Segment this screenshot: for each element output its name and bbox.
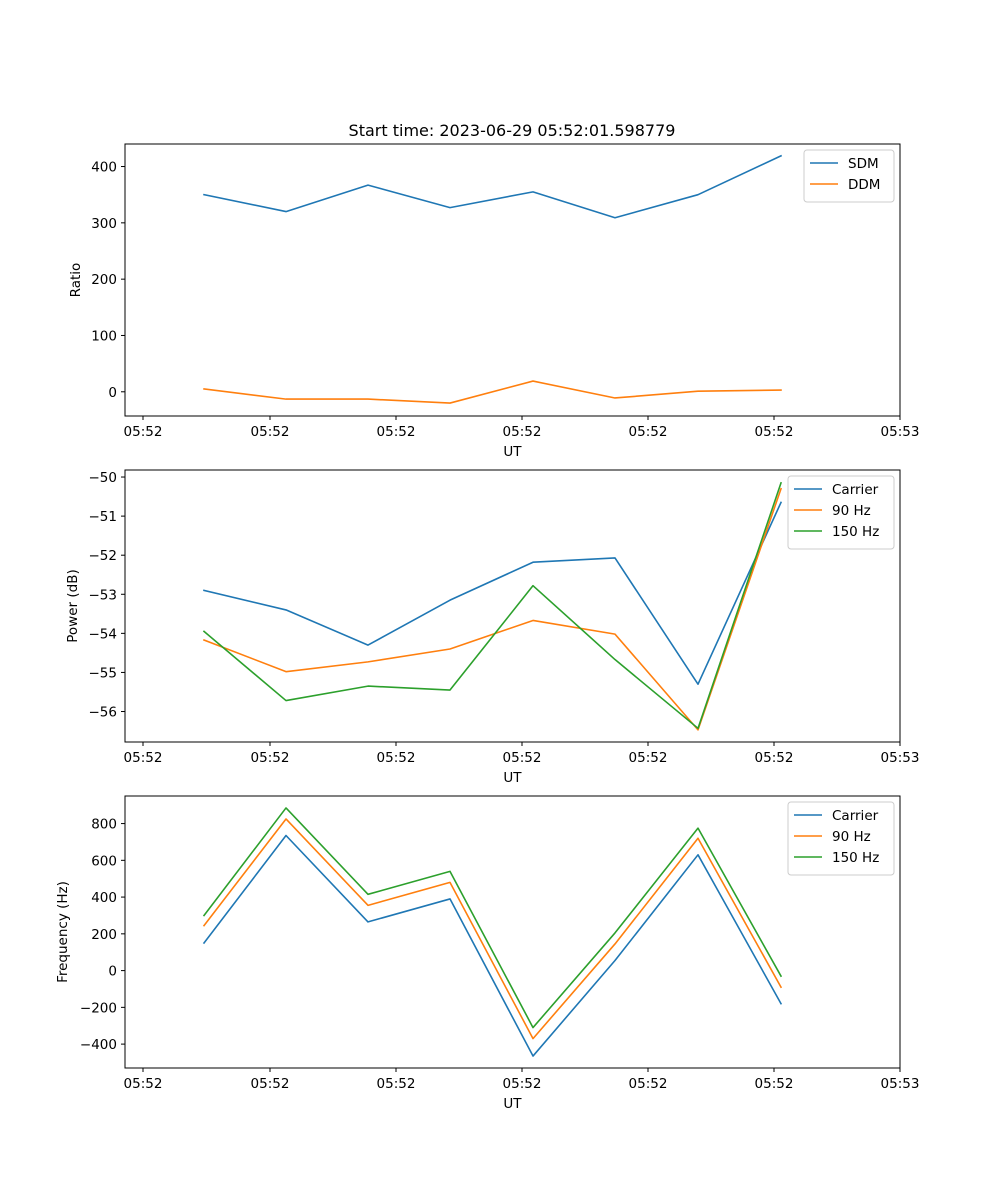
axes-frame — [124, 143, 901, 417]
legend-label-90-hz: 90 Hz — [832, 503, 871, 519]
frequency-panel: 05:52 05:52 05:52 05:52 05:52 05:52 05:53 −400 −… — [55, 795, 920, 1112]
x-tick-label: 05:53 — [881, 1076, 920, 1092]
x-tick-label: 05:52 — [755, 750, 794, 766]
x-tick-label: 05:53 — [881, 750, 920, 766]
y-tick-label: −56 — [89, 705, 118, 721]
series-line-90-hz — [202, 487, 783, 731]
legend-label-150-hz: 150 Hz — [832, 524, 879, 540]
x-axis-label: UT — [503, 444, 522, 460]
ratio-panel: Start time: 2023-06-29 05:52:01.598779 0… — [68, 121, 919, 460]
y-tick-label: −400 — [80, 1037, 117, 1053]
series-line-ddm — [203, 380, 782, 404]
y-axis-label: Power (dB) — [65, 569, 81, 642]
x-tick-label: 05:52 — [503, 750, 542, 766]
x-tick-label: 05:52 — [377, 424, 416, 440]
y-axis-label: Ratio — [68, 263, 84, 298]
series-line-carrier — [203, 501, 783, 685]
x-tick-label: 05:52 — [755, 1076, 794, 1092]
series-line-150-hz — [202, 481, 783, 730]
x-axis-label: UT — [503, 1096, 522, 1112]
y-tick-label: 200 — [91, 927, 117, 943]
y-tick-label: −55 — [89, 665, 118, 681]
y-tick-label: 0 — [108, 385, 117, 401]
axes-frame — [124, 795, 901, 1069]
y-tick-label: −50 — [89, 470, 118, 486]
series-line-carrier — [202, 834, 783, 1057]
y-tick-label: 400 — [91, 890, 117, 906]
y-tick-label: −54 — [89, 626, 118, 642]
x-tick-label: 05:52 — [377, 1076, 416, 1092]
series-line-150-hz — [202, 807, 783, 1029]
legend: Carrier 90 Hz 150 Hz — [787, 475, 895, 550]
y-axis-label: Frequency (Hz) — [55, 881, 71, 983]
x-tick-label: 05:52 — [629, 750, 668, 766]
x-tick-label: 05:52 — [124, 1076, 163, 1092]
y-tick-label: 800 — [91, 817, 117, 833]
y-tick-label: −51 — [89, 509, 118, 525]
legend: SDM DDM — [803, 149, 895, 203]
x-tick-label: 05:52 — [503, 1076, 542, 1092]
x-tick-label: 05:53 — [881, 424, 920, 440]
y-tick-label: 400 — [91, 160, 117, 176]
y-tick-label: −52 — [89, 548, 118, 564]
x-tick-label: 05:52 — [503, 424, 542, 440]
legend-label-150-hz: 150 Hz — [832, 850, 879, 866]
axes-frame — [124, 469, 901, 743]
series-line-sdm — [203, 154, 783, 219]
panel-title: Start time: 2023-06-29 05:52:01.598779 — [349, 121, 676, 140]
legend: Carrier 90 Hz 150 Hz — [787, 801, 895, 876]
legend-label-ddm: DDM — [848, 177, 880, 193]
y-tick-label: 600 — [91, 853, 117, 869]
legend-label-carrier: Carrier — [832, 482, 879, 498]
x-tick-label: 05:52 — [251, 750, 290, 766]
y-tick-label: 100 — [91, 328, 117, 344]
legend-label-90-hz: 90 Hz — [832, 829, 871, 845]
x-tick-label: 05:52 — [124, 750, 163, 766]
x-tick-label: 05:52 — [124, 424, 163, 440]
x-tick-label: 05:52 — [629, 424, 668, 440]
x-axis-label: UT — [503, 770, 522, 786]
power-panel: 05:52 05:52 05:52 05:52 05:52 05:52 05:53 −56 −5… — [65, 469, 920, 786]
legend-label-sdm: SDM — [848, 156, 879, 172]
x-tick-label: 05:52 — [377, 750, 416, 766]
series-line-90-hz — [202, 818, 783, 1040]
y-tick-label: 300 — [91, 216, 117, 232]
y-tick-label: −53 — [89, 587, 118, 603]
x-tick-label: 05:52 — [251, 424, 290, 440]
x-tick-label: 05:52 — [755, 424, 794, 440]
y-tick-label: 200 — [91, 272, 117, 288]
x-tick-label: 05:52 — [251, 1076, 290, 1092]
legend-label-carrier: Carrier — [832, 808, 879, 824]
y-tick-label: −200 — [80, 1000, 117, 1016]
x-tick-label: 05:52 — [629, 1076, 668, 1092]
y-tick-label: 0 — [108, 964, 117, 980]
